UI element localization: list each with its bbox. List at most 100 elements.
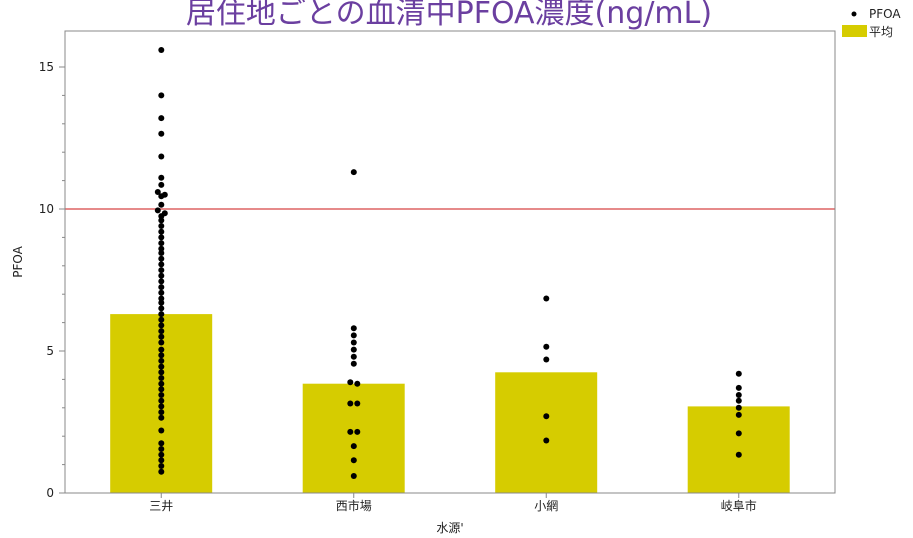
data-point xyxy=(154,207,161,214)
data-point xyxy=(350,443,357,450)
data-point xyxy=(350,332,357,339)
data-point xyxy=(158,174,165,181)
data-point xyxy=(354,380,361,387)
data-point xyxy=(158,363,165,370)
data-point xyxy=(158,311,165,318)
data-point xyxy=(158,295,165,302)
data-point xyxy=(158,386,165,393)
data-point xyxy=(158,289,165,296)
bar-mean-4 xyxy=(687,406,790,493)
data-point xyxy=(158,316,165,323)
data-point xyxy=(350,339,357,346)
data-point xyxy=(158,115,165,122)
data-point xyxy=(735,404,742,411)
data-point xyxy=(154,189,161,195)
y-tick-label: 10 xyxy=(39,202,54,216)
data-point xyxy=(735,411,742,418)
data-point xyxy=(350,353,357,360)
data-point xyxy=(158,213,165,220)
data-point xyxy=(158,409,165,416)
data-point xyxy=(543,343,550,350)
data-point xyxy=(735,430,742,437)
data-point xyxy=(158,397,165,404)
data-point xyxy=(735,370,742,377)
bar-mean-3 xyxy=(495,372,598,493)
data-point xyxy=(347,428,354,435)
plot-frame xyxy=(64,30,836,494)
data-point xyxy=(158,201,165,208)
data-point xyxy=(347,379,354,386)
x-tick-label: 三井 xyxy=(149,499,173,513)
data-point xyxy=(158,451,165,458)
data-point xyxy=(158,153,165,160)
data-point xyxy=(354,428,361,435)
y-axis: 0 5 10 15 xyxy=(39,60,65,500)
data-point xyxy=(158,228,165,235)
legend-bar-swatch xyxy=(842,25,867,37)
data-point xyxy=(350,457,357,464)
data-point xyxy=(350,169,357,176)
data-point xyxy=(350,346,357,353)
data-point xyxy=(543,295,550,302)
y-axis-title: PFOA xyxy=(11,245,25,277)
x-axis: 三井 西市場 小網 岐阜市 xyxy=(149,493,757,513)
data-point xyxy=(158,339,165,346)
y-tick-label: 15 xyxy=(39,60,54,74)
legend-label-points: PFOA xyxy=(869,7,901,21)
data-point xyxy=(158,446,165,452)
data-point xyxy=(354,400,361,407)
chart-title: 居住地ごとの血清中PFOA濃度(ng/mL) xyxy=(186,0,712,31)
data-point xyxy=(158,245,165,252)
data-point xyxy=(158,267,165,274)
data-point xyxy=(158,255,165,262)
data-point xyxy=(735,392,742,398)
y-tick-label: 5 xyxy=(46,344,54,358)
y-tick-label: 0 xyxy=(46,486,54,500)
data-point xyxy=(158,369,165,376)
data-point xyxy=(735,451,742,458)
data-point xyxy=(158,47,165,53)
data-point xyxy=(158,261,165,268)
data-point xyxy=(158,234,165,241)
x-axis-title: 水源' xyxy=(436,521,463,535)
data-point xyxy=(543,413,550,420)
x-tick-label: 西市場 xyxy=(336,498,372,513)
data-point xyxy=(158,457,165,464)
x-tick-label: 岐阜市 xyxy=(721,498,757,513)
data-point xyxy=(158,328,165,335)
data-point xyxy=(158,468,165,475)
data-point xyxy=(543,437,550,444)
x-tick-label: 小網 xyxy=(534,499,558,513)
data-point xyxy=(158,299,165,306)
data-point xyxy=(350,360,357,367)
data-point xyxy=(158,403,165,410)
data-point xyxy=(158,322,165,329)
data-point xyxy=(158,427,165,434)
points-layer xyxy=(154,47,742,479)
legend-label-bars: 平均 xyxy=(869,25,893,39)
data-point xyxy=(735,384,742,391)
data-point xyxy=(158,240,165,247)
data-point xyxy=(158,463,165,469)
data-point xyxy=(158,250,165,256)
data-point xyxy=(158,278,165,285)
data-point xyxy=(347,400,354,407)
data-point xyxy=(158,357,165,364)
data-point xyxy=(158,414,165,421)
data-point xyxy=(158,272,165,279)
data-point xyxy=(158,217,165,224)
data-point xyxy=(158,392,165,398)
data-point xyxy=(158,193,165,200)
data-point xyxy=(158,92,165,99)
data-point xyxy=(158,181,165,188)
legend: PFOA 平均 xyxy=(842,7,901,39)
data-point xyxy=(158,346,165,353)
data-point xyxy=(158,352,165,359)
data-point xyxy=(543,356,550,363)
data-point xyxy=(350,325,357,332)
data-point xyxy=(158,223,165,229)
data-point xyxy=(158,130,165,137)
data-point xyxy=(158,305,165,312)
data-point xyxy=(158,380,165,387)
